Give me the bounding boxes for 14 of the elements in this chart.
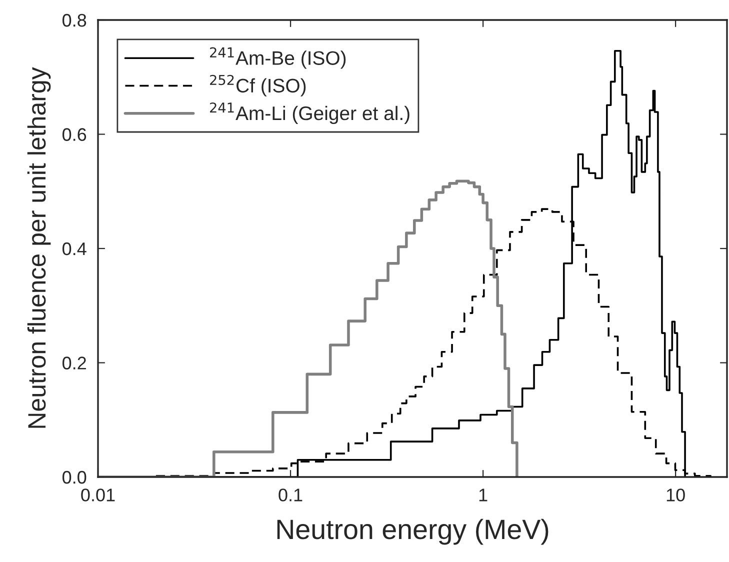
y-tick-label: 0.2 (62, 356, 86, 370)
y-tick-label: 0.8 (62, 14, 86, 27)
x-tick-label: 0.01 (81, 488, 115, 502)
y-axis-title: Neutron fluence per unit lethargy (27, 67, 51, 428)
y-tick-label: 0.6 (62, 128, 86, 141)
y-tick-label: 0.4 (62, 242, 86, 256)
legend-label: $^{252}$Cf (ISO) (210, 74, 306, 96)
legend-label: $^{241}$Am-Li (Geiger et al.) (210, 102, 410, 124)
x-axis-title: Neutron energy (MeV) (277, 518, 548, 545)
x-tick-label: 1 (479, 488, 488, 502)
legend-label: $^{241}$Am-Be (ISO) (210, 47, 346, 69)
y-tick-label: 0.0 (62, 470, 86, 484)
x-tick-label: 10 (666, 488, 685, 502)
x-tick-label: 0.1 (278, 488, 302, 502)
